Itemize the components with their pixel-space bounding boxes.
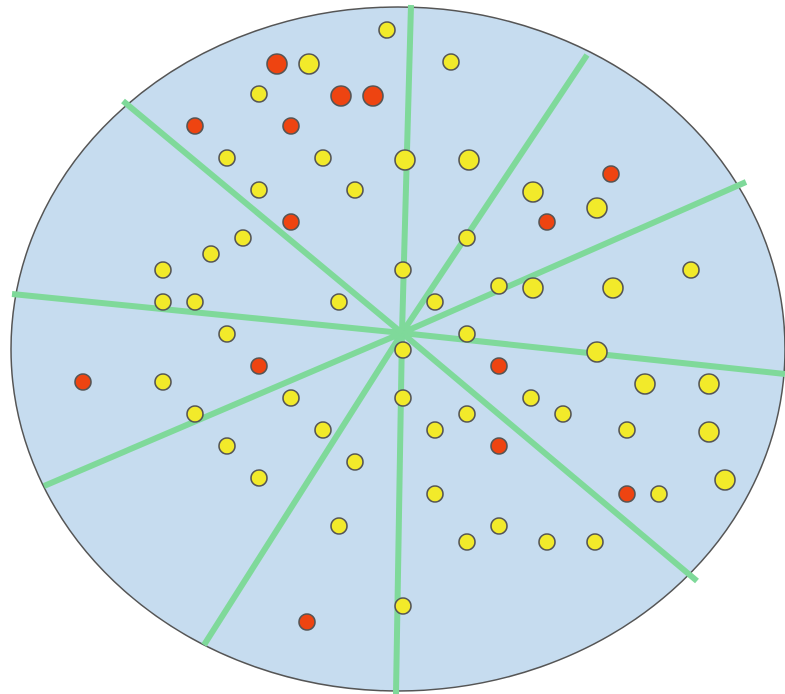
sector-line: [42, 330, 404, 489]
yellow-dot: [522, 389, 540, 407]
sector-line: [399, 53, 590, 335]
red-dot: [490, 437, 508, 455]
red-dot: [282, 213, 300, 231]
yellow-dot: [218, 437, 236, 455]
red-dot: [74, 373, 92, 391]
yellow-dot: [218, 149, 236, 167]
yellow-dot: [250, 85, 268, 103]
yellow-dot: [618, 421, 636, 439]
yellow-dot: [650, 485, 668, 503]
yellow-dot: [586, 341, 608, 363]
yellow-dot: [458, 533, 476, 551]
yellow-dot: [458, 229, 476, 247]
sector-line: [121, 98, 404, 336]
yellow-dot: [234, 229, 252, 247]
yellow-dot: [538, 533, 556, 551]
yellow-dot: [330, 517, 348, 535]
yellow-dot: [394, 389, 412, 407]
yellow-dot: [458, 405, 476, 423]
yellow-dot: [602, 277, 624, 299]
yellow-dot: [586, 533, 604, 551]
dots-layer: [74, 21, 736, 631]
yellow-dot: [202, 245, 220, 263]
red-dot: [490, 357, 508, 375]
red-dot: [250, 357, 268, 375]
yellow-dot: [282, 389, 300, 407]
sector-line: [11, 291, 403, 336]
yellow-dot: [346, 453, 364, 471]
yellow-dot: [698, 421, 720, 443]
yellow-dot: [698, 373, 720, 395]
yellow-dot: [186, 405, 204, 423]
red-dot: [618, 485, 636, 503]
yellow-dot: [154, 261, 172, 279]
red-dot: [538, 213, 556, 231]
yellow-dot: [186, 293, 204, 311]
yellow-dot: [426, 293, 444, 311]
yellow-dot: [314, 149, 332, 167]
yellow-dot: [458, 325, 476, 343]
yellow-dot: [330, 293, 348, 311]
yellow-dot: [394, 341, 412, 359]
red-dot: [282, 117, 300, 135]
yellow-dot: [394, 597, 412, 615]
yellow-dot: [378, 21, 396, 39]
red-dot: [362, 85, 384, 107]
red-dot: [602, 165, 620, 183]
yellow-dot: [298, 53, 320, 75]
yellow-dot: [442, 53, 460, 71]
yellow-dot: [250, 469, 268, 487]
red-dot: [186, 117, 204, 135]
sector-line: [400, 179, 748, 336]
yellow-dot: [490, 517, 508, 535]
yellow-dot: [314, 421, 332, 439]
yellow-dot: [682, 261, 700, 279]
yellow-dot: [426, 485, 444, 503]
red-dot: [330, 85, 352, 107]
yellow-dot: [426, 421, 444, 439]
sector-line: [400, 330, 699, 584]
yellow-dot: [250, 181, 268, 199]
yellow-dot: [394, 261, 412, 279]
yellow-dot: [394, 149, 416, 171]
yellow-dot: [458, 149, 480, 171]
yellow-dot: [218, 325, 236, 343]
yellow-dot: [522, 277, 544, 299]
yellow-dot: [522, 181, 544, 203]
yellow-dot: [346, 181, 364, 199]
yellow-dot: [554, 405, 572, 423]
yellow-dot: [634, 373, 656, 395]
red-dot: [266, 53, 288, 75]
yellow-dot: [490, 277, 508, 295]
yellow-dot: [714, 469, 736, 491]
yellow-dot: [154, 373, 172, 391]
sector-line: [201, 331, 405, 647]
red-dot: [298, 613, 316, 631]
yellow-dot: [586, 197, 608, 219]
yellow-dot: [154, 293, 172, 311]
